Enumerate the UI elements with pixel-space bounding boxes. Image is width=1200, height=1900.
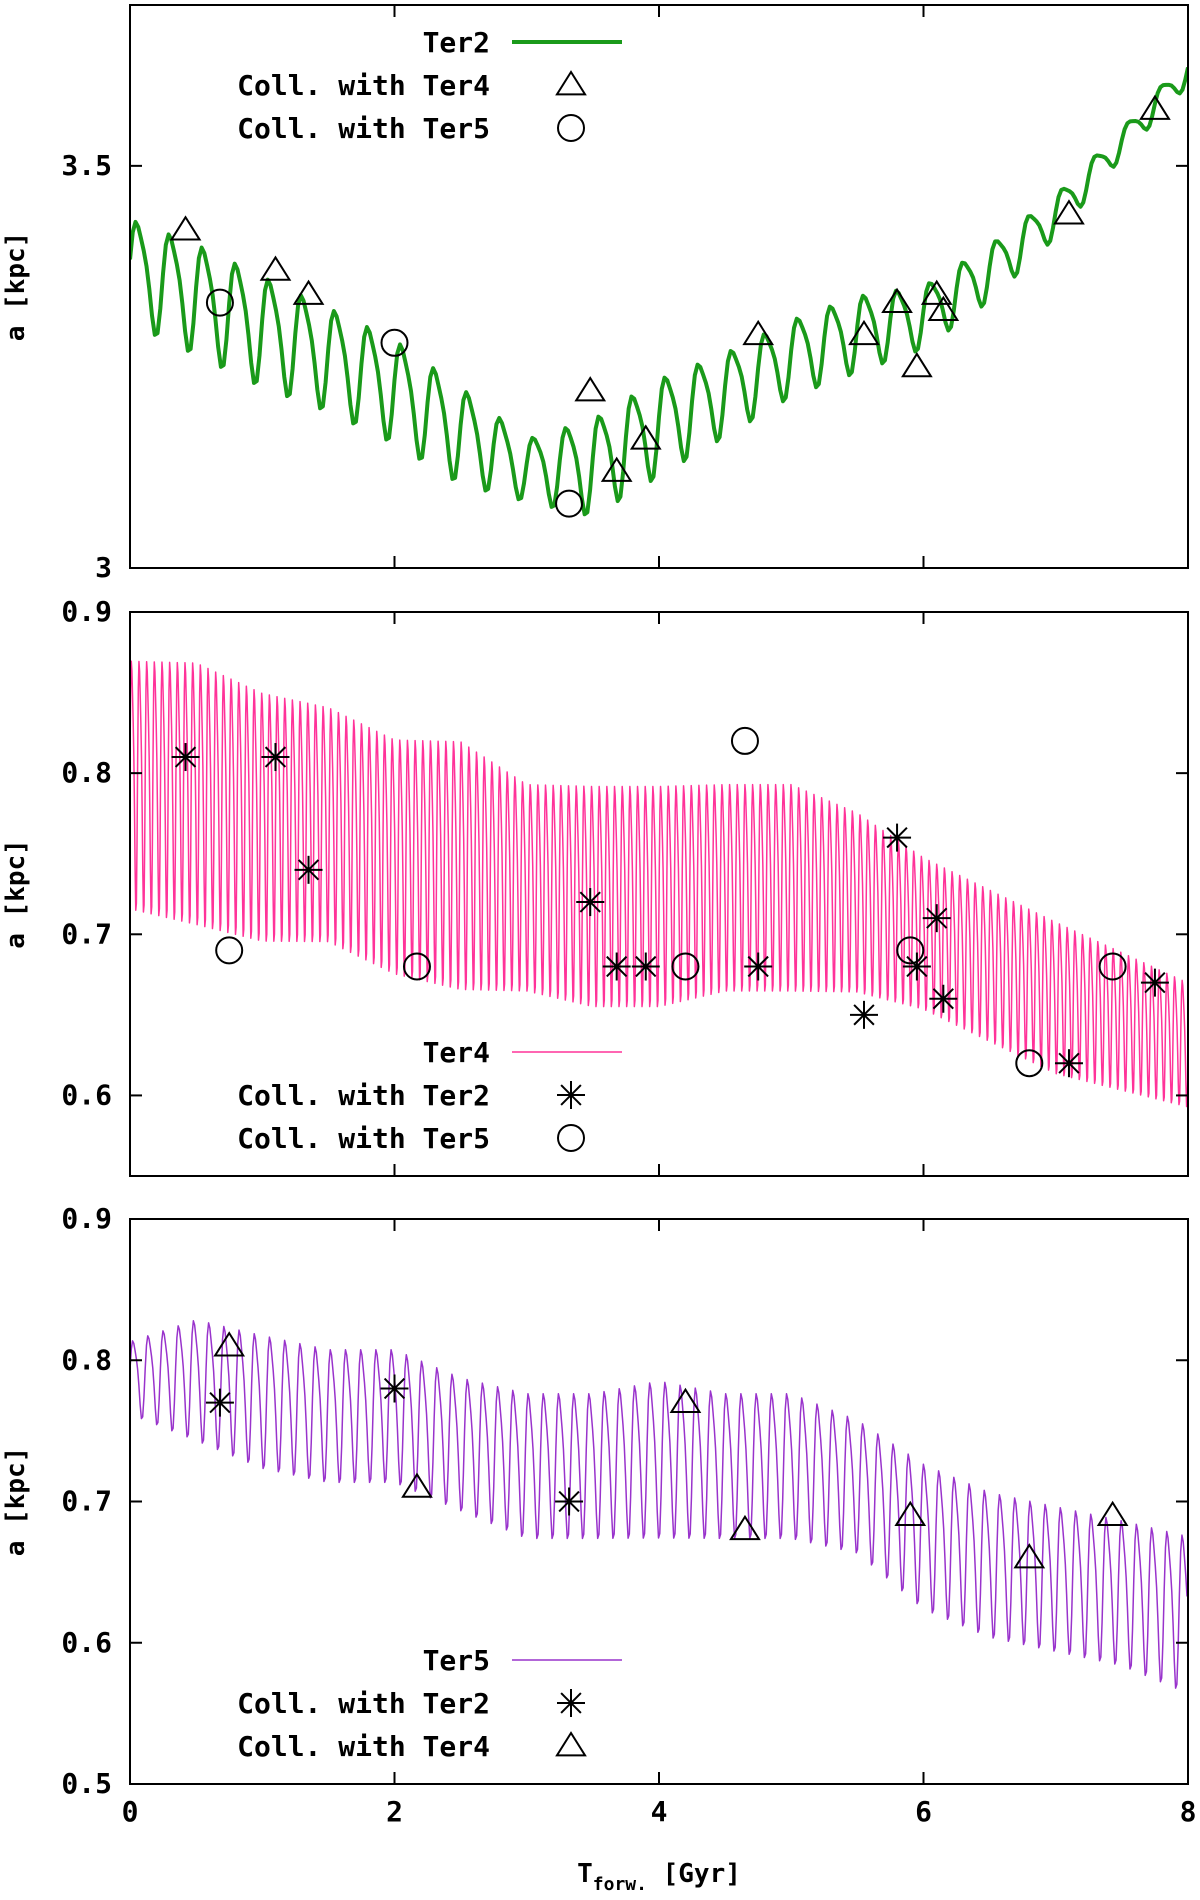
star-marker	[294, 855, 323, 884]
circle-marker	[380, 328, 409, 357]
series-ter2-line	[130, 67, 1188, 517]
triangle-marker	[848, 319, 880, 346]
circle-marker	[1098, 952, 1127, 981]
panel-3: 0.5 0.6 0.7 0.8 0.9 0 2 4 6 8 a [kpc] Tforw. [Gyr] T…	[1, 1202, 1196, 1895]
x-tick-label: 8	[1180, 1795, 1197, 1828]
marker-group-2	[215, 726, 1127, 1078]
legend: Ter5 Coll. with Ter2 Coll. with Ter4	[237, 1644, 622, 1763]
triangle-marker	[169, 215, 202, 241]
triangle-marker	[292, 279, 325, 305]
star-marker	[205, 1388, 234, 1417]
marker-group-1	[169, 94, 1171, 482]
x-tick-label: 0	[122, 1795, 139, 1828]
legend-label: Coll. with Ter5	[237, 1122, 490, 1155]
legend: Ter2 Coll. with Ter4 Coll. with Ter5	[237, 26, 622, 145]
star-marker	[1140, 968, 1169, 997]
star-marker	[171, 743, 200, 772]
triangle-marker	[574, 376, 607, 402]
series-ter5-line	[130, 1320, 1188, 1689]
legend-label: Ter2	[423, 26, 490, 59]
circle-marker	[1015, 1049, 1044, 1078]
star-marker	[576, 888, 605, 917]
triangle-marker	[1053, 199, 1085, 225]
star-marker	[380, 1374, 409, 1403]
circle-marker	[215, 936, 244, 965]
triangle-marker	[894, 1500, 927, 1526]
star-marker	[922, 904, 951, 933]
y-axis-label: a [kpc]	[1, 839, 31, 949]
circle-marker	[896, 936, 925, 965]
star-marker	[261, 743, 290, 772]
marker-group-2	[205, 288, 584, 518]
triangle-marker	[1139, 94, 1171, 120]
x-tick-label: 2	[386, 1795, 403, 1828]
legend-triangle-sample	[555, 70, 587, 96]
x-tick-label: 6	[915, 1795, 932, 1828]
panel-2: 0.6 0.7 0.8 0.9 a [kpc] Ter4 Coll. with Ter2 Co…	[1, 595, 1189, 1177]
triangle-marker	[401, 1472, 433, 1498]
legend-label: Coll. with Ter2	[237, 1079, 490, 1112]
star-marker	[555, 1487, 584, 1516]
legend-circle-sample	[557, 1124, 585, 1152]
triangle-marker	[742, 319, 775, 346]
legend: Ter4 Coll. with Ter2 Coll. with Ter5	[237, 1036, 622, 1155]
marker-group-1	[171, 743, 1169, 1078]
triangle-marker	[927, 295, 960, 321]
triangle-marker	[600, 456, 633, 482]
legend-star-sample	[557, 1081, 585, 1109]
triangle-marker	[259, 255, 292, 281]
circle-marker	[730, 726, 759, 755]
star-marker	[631, 952, 660, 981]
triangle-marker	[1096, 1500, 1129, 1526]
y-tick-label: 3.5	[61, 149, 112, 182]
marker-group-2	[213, 1331, 1129, 1569]
legend-label: Coll. with Ter2	[237, 1687, 490, 1720]
triangle-marker	[729, 1514, 761, 1541]
circle-marker	[671, 952, 700, 981]
legend-label: Coll. with Ter4	[237, 1730, 490, 1763]
series-ter4-line	[130, 660, 1188, 1108]
legend-star-sample	[557, 1689, 585, 1717]
star-marker	[849, 1000, 878, 1029]
star-marker	[1054, 1049, 1083, 1078]
y-tick-label: 0.7	[61, 1485, 112, 1518]
y-tick-label: 0.5	[61, 1767, 112, 1800]
triangle-marker	[669, 1387, 702, 1413]
legend-circle-sample	[557, 114, 585, 142]
triangle-marker	[213, 1331, 246, 1357]
star-marker	[602, 952, 631, 981]
y-tick-label: 0.8	[61, 1343, 112, 1376]
triangle-marker	[901, 352, 933, 378]
triangle-marker	[629, 424, 662, 450]
star-marker	[902, 952, 931, 981]
x-axis-label: Tforw. [Gyr]	[577, 1859, 741, 1895]
legend-label: Ter5	[423, 1644, 490, 1677]
y-tick-label: 0.8	[61, 756, 112, 789]
y-axis-label: a [kpc]	[1, 232, 31, 342]
triangle-marker	[1013, 1543, 1046, 1569]
y-tick-label: 0.7	[61, 917, 112, 950]
circle-marker	[205, 288, 234, 317]
circle-marker	[555, 489, 584, 518]
y-tick-label: 0.9	[61, 595, 112, 628]
y-tick-label: 0.6	[61, 1078, 112, 1111]
y-tick-label: 0.6	[61, 1626, 112, 1659]
star-marker	[744, 952, 773, 981]
star-marker	[883, 823, 912, 852]
y-axis-label: a [kpc]	[1, 1447, 31, 1557]
legend-label: Coll. with Ter4	[237, 69, 490, 102]
legend-label: Coll. with Ter5	[237, 112, 490, 145]
y-tick-label: 3	[95, 551, 112, 584]
triangle-marker	[920, 279, 953, 305]
marker-group-1	[205, 1374, 584, 1516]
circle-marker	[402, 952, 431, 981]
star-marker	[929, 984, 958, 1013]
legend-triangle-sample	[555, 1731, 587, 1757]
panel-1: 3 3.5 a [kpc] Ter2 Coll. with Ter4 Coll. with…	[1, 4, 1189, 584]
y-tick-label: 0.9	[61, 1202, 112, 1235]
legend-label: Ter4	[423, 1036, 490, 1069]
x-tick-label: 4	[651, 1795, 668, 1828]
triangle-marker	[881, 287, 913, 313]
